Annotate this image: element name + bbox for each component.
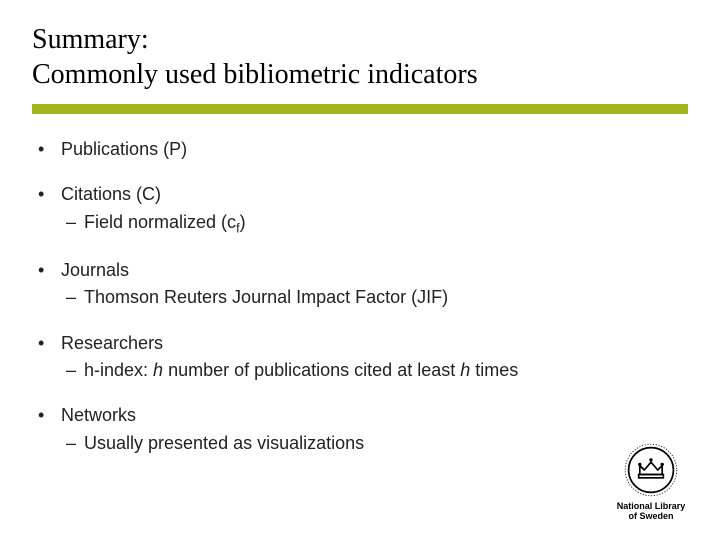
list-item: Publications (P) <box>38 138 688 161</box>
list-item-label: Researchers <box>61 333 163 353</box>
list-item: Citations (C) Field normalized (cf) <box>38 183 688 236</box>
slide-title: Summary: Commonly used bibliometric indi… <box>32 22 688 92</box>
sub-list-item-label: Field normalized (cf) <box>84 212 246 232</box>
list-item: Networks Usually presented as visualizat… <box>38 404 688 455</box>
sub-list-item-label: Usually presented as visualizations <box>84 433 364 453</box>
sub-list: h-index: h number of publications cited … <box>38 359 688 382</box>
sub-list: Usually presented as visualizations <box>38 432 688 455</box>
crown-seal-icon <box>623 442 679 498</box>
sub-list-item: Usually presented as visualizations <box>38 432 688 455</box>
title-line-2: Commonly used bibliometric indicators <box>32 59 478 90</box>
slide: Summary: Commonly used bibliometric indi… <box>0 0 720 540</box>
title-line-1: Summary: <box>32 24 149 55</box>
list-item-label: Journals <box>61 260 129 280</box>
list-item-label: Citations (C) <box>61 184 161 204</box>
footer-logo: National Library of Sweden <box>606 442 696 522</box>
sub-list-item: Field normalized (cf) <box>38 211 688 237</box>
sub-list-item: h-index: h number of publications cited … <box>38 359 688 382</box>
sub-list-item-label: h-index: h number of publications cited … <box>84 360 518 380</box>
list-item: Journals Thomson Reuters Journal Impact … <box>38 259 688 310</box>
sub-list-item-label: Thomson Reuters Journal Impact Factor (J… <box>84 287 448 307</box>
sub-list-item: Thomson Reuters Journal Impact Factor (J… <box>38 286 688 309</box>
logo-caption-line-1: National Library <box>617 501 686 511</box>
content-area: Publications (P) Citations (C) Field nor… <box>32 138 688 455</box>
sub-list: Field normalized (cf) <box>38 211 688 237</box>
logo-caption-line-2: of Sweden <box>628 511 673 521</box>
list-item: Researchers h-index: h number of publica… <box>38 332 688 383</box>
bullet-list: Publications (P) Citations (C) Field nor… <box>38 138 688 455</box>
list-item-label: Publications (P) <box>61 139 187 159</box>
logo-caption: National Library of Sweden <box>606 502 696 522</box>
sub-list: Thomson Reuters Journal Impact Factor (J… <box>38 286 688 309</box>
list-item-label: Networks <box>61 405 136 425</box>
title-divider <box>32 104 688 114</box>
